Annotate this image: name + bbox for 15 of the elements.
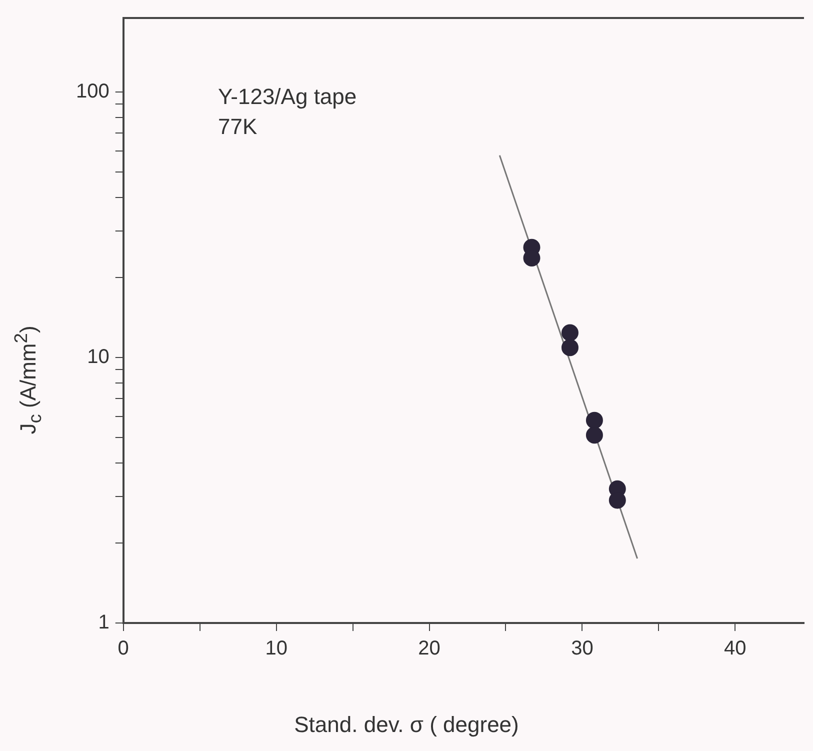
y-tick-label: 1 — [98, 612, 110, 634]
x-tick-label: 30 — [571, 638, 594, 660]
x-tick-label: 0 — [118, 638, 129, 660]
x-tick-label: 10 — [265, 638, 288, 660]
point — [561, 339, 578, 356]
point — [586, 412, 603, 429]
y-tick-label: 100 — [76, 80, 110, 103]
annotation: Y-123/Ag tape — [218, 83, 357, 111]
x-axis-title: Stand. dev. σ ( degree) — [293, 712, 520, 738]
annotation: 77K — [218, 113, 258, 141]
y-tick-label: 10 — [87, 346, 110, 368]
point — [561, 324, 578, 342]
point — [586, 426, 603, 444]
x-tick-label: 20 — [418, 638, 440, 660]
x-tick-label: 40 — [724, 638, 746, 660]
